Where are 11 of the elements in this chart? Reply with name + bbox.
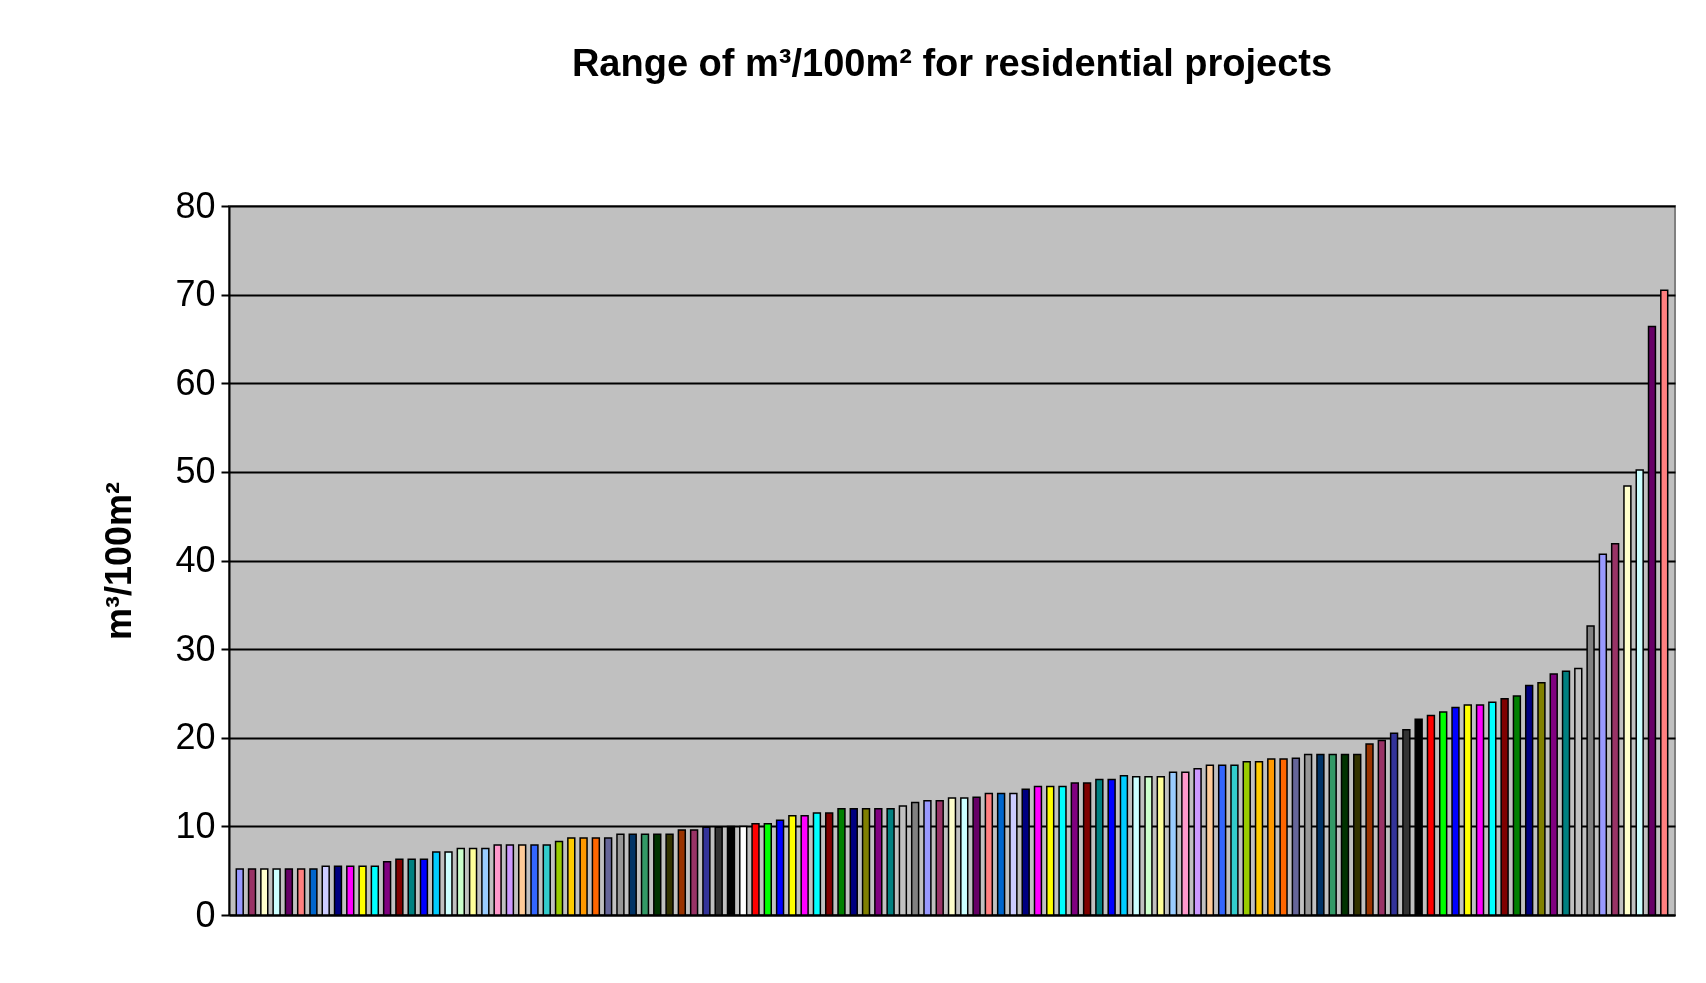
y-tick-label: 30 — [175, 627, 216, 669]
y-tick-label: 70 — [175, 273, 216, 315]
y-axis-title: m³/100m² — [98, 481, 140, 641]
y-tick-label: 60 — [175, 361, 216, 403]
chart-title: Range of m³/100m² for residential projects — [571, 42, 1333, 84]
y-tick-label: 40 — [175, 539, 216, 580]
y-tick-label: 0 — [195, 893, 216, 935]
y-tick-label: 80 — [175, 184, 216, 226]
y-tick-label: 10 — [175, 804, 216, 846]
y-tick-label: 20 — [175, 716, 216, 758]
y-tick-label: 50 — [175, 450, 216, 492]
